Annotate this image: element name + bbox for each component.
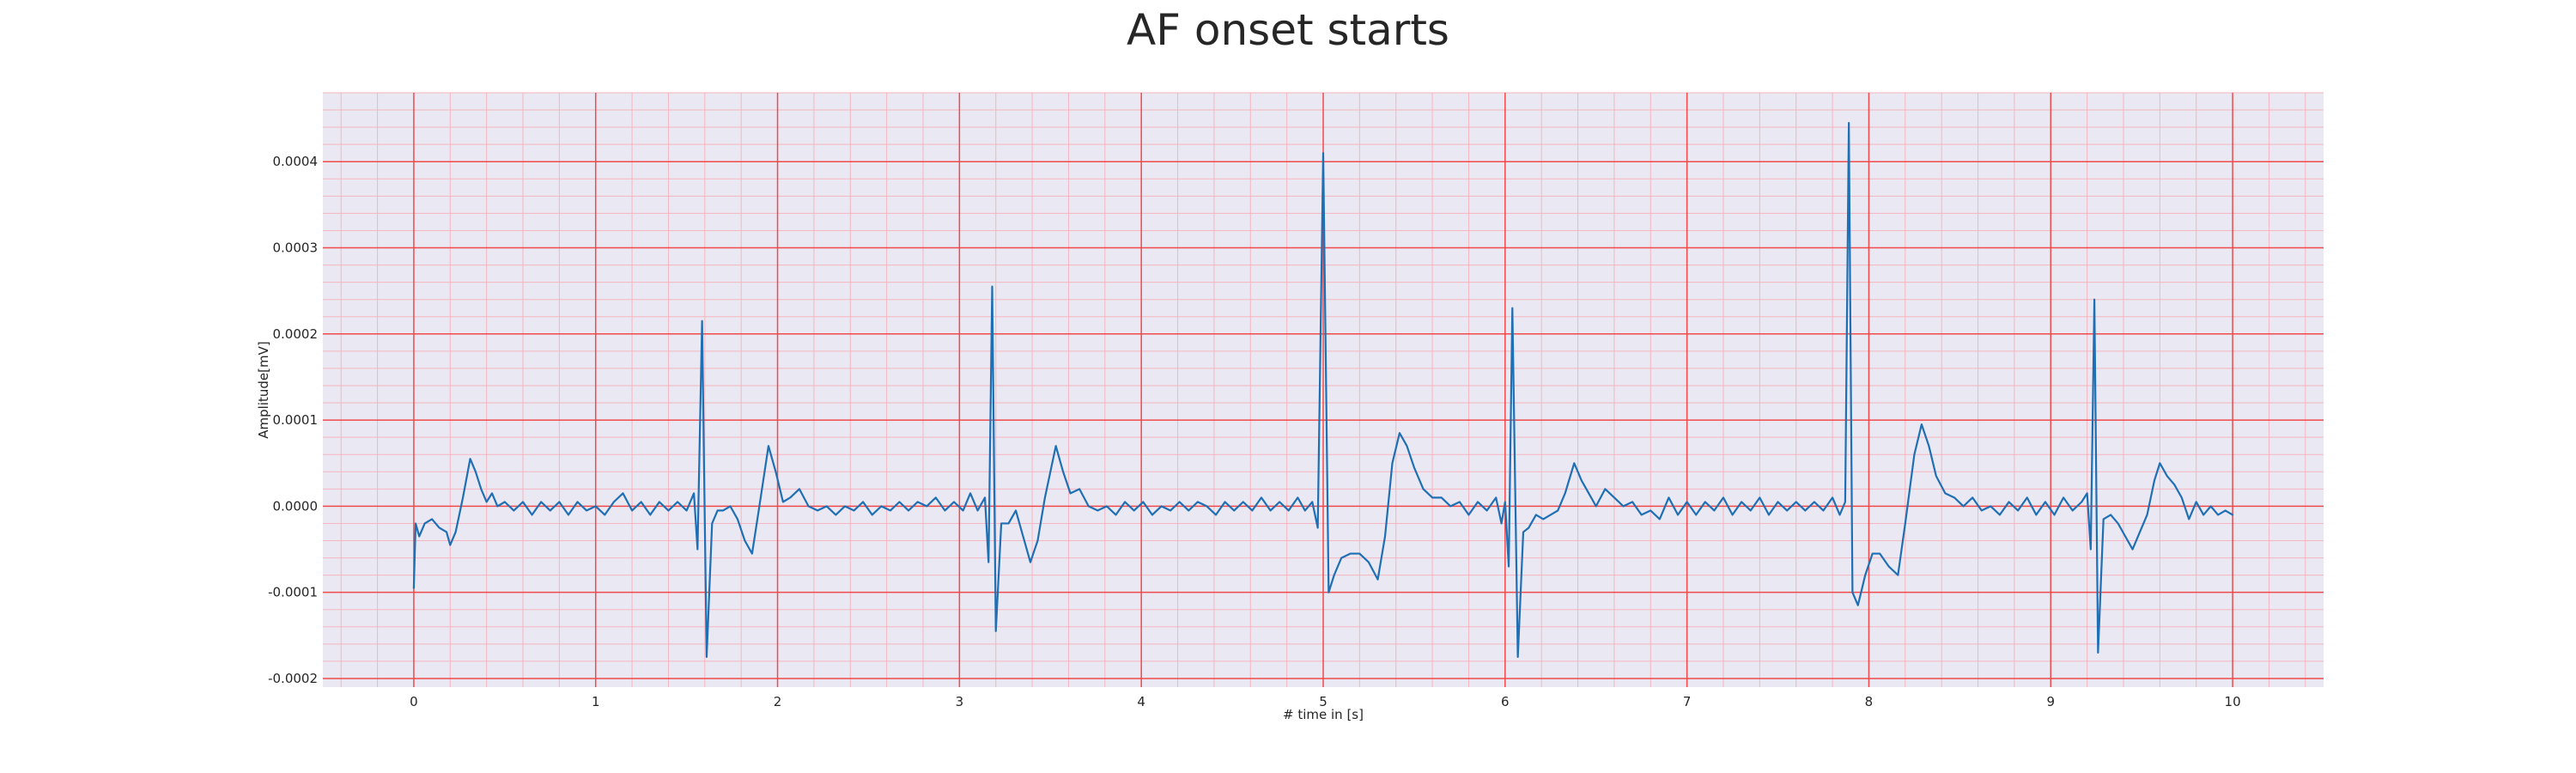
series-layer (412, 122, 2234, 659)
x-tick-label: 7 (1683, 694, 1692, 709)
x-tick-label: 8 (1865, 694, 1874, 709)
y-tick-labels: -0.0002 -0.0001 0.0000 0.0001 0.0002 0.0003 0.… (268, 154, 318, 686)
x-tick-label: 9 (2046, 694, 2055, 709)
x-tick-labels: 0 1 2 3 4 5 6 7 8 9 10 (410, 694, 2241, 709)
y-tick-label: 0.0003 (273, 240, 319, 256)
y-tick-label: 0.0002 (273, 326, 319, 342)
y-axis-label: Amplitude[mV] (256, 341, 271, 438)
y-tick-label: -0.0001 (268, 585, 318, 600)
x-tick-label: 5 (1319, 694, 1327, 709)
ecg-series-line (412, 122, 2234, 659)
x-tick-label: 6 (1501, 694, 1510, 709)
x-tick-label: 2 (774, 694, 782, 709)
y-tick-label: -0.0002 (268, 671, 318, 686)
y-tick-label: 0.0001 (273, 412, 319, 428)
x-axis-label: # time in [s] (1283, 707, 1364, 722)
x-tick-label: 0 (410, 694, 418, 709)
y-tick-label: 0.0004 (273, 154, 319, 169)
x-tick-label: 4 (1137, 694, 1145, 709)
y-tick-label: 0.0000 (273, 498, 319, 514)
x-tick-label: 10 (2225, 694, 2241, 709)
x-tick-label: 3 (956, 694, 964, 709)
x-tick-label: 1 (592, 694, 600, 709)
chart-title: AF onset starts (1127, 5, 1449, 55)
